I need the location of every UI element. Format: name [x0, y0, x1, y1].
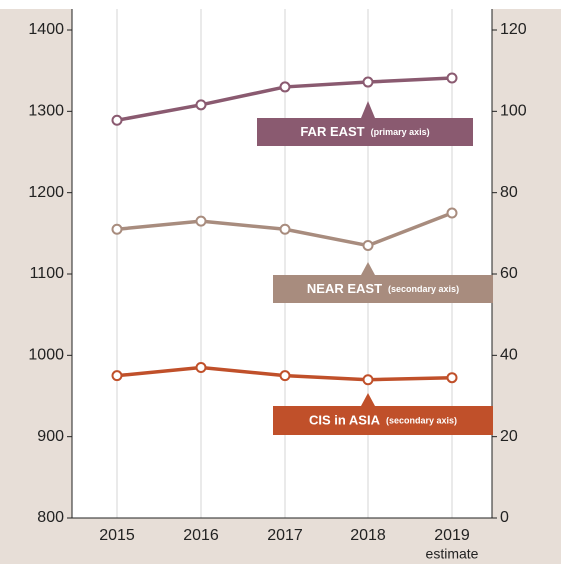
legend-note: (secondary axis) — [388, 284, 459, 294]
x-tick-label: 2018 — [350, 527, 386, 544]
y-tick-label: 1000 — [28, 347, 64, 364]
x-tick-label: 2017 — [267, 527, 303, 544]
marker — [279, 81, 291, 93]
marker — [362, 240, 374, 252]
y2-tick-label: 40 — [500, 347, 518, 364]
y-tick-label: 1300 — [28, 103, 64, 120]
marker — [111, 370, 123, 382]
marker — [279, 370, 291, 382]
y-tick-label: 900 — [37, 428, 64, 445]
marker — [362, 374, 374, 386]
marker — [111, 223, 123, 235]
marker — [195, 99, 207, 111]
x-tick-label: 2016 — [183, 527, 219, 544]
y2-tick-label: 100 — [500, 103, 527, 120]
legend-pointer — [361, 393, 375, 406]
marker — [446, 72, 458, 84]
legend-name: CIS in ASIA — [309, 413, 381, 428]
legend-pointer — [361, 262, 375, 275]
top-strip — [0, 0, 561, 9]
x-tick-label: 2015 — [99, 527, 135, 544]
y-tick-label: 1400 — [28, 21, 64, 38]
marker — [279, 223, 291, 235]
legend-box — [273, 275, 493, 303]
marker — [446, 372, 458, 384]
legend-name: FAR EAST — [300, 124, 364, 139]
x-tick-note: estimate — [426, 546, 479, 562]
legend-note: (secondary axis) — [386, 416, 457, 426]
y2-tick-label: 80 — [500, 184, 518, 201]
legend-box — [273, 406, 493, 435]
y-tick-label: 800 — [37, 509, 64, 526]
y2-tick-label: 0 — [500, 509, 509, 526]
y-tick-label: 1100 — [30, 265, 65, 282]
legend-pointer — [361, 101, 375, 118]
y2-tick-label: 120 — [500, 21, 527, 38]
x-tick-label: 2019 — [434, 527, 470, 544]
y2-tick-label: 60 — [500, 265, 518, 282]
legend-note: (primary axis) — [371, 127, 430, 137]
marker — [111, 114, 123, 126]
y-tick-label: 1200 — [28, 184, 64, 201]
legend-name: NEAR EAST — [307, 281, 382, 296]
marker — [362, 76, 374, 88]
marker — [446, 207, 458, 219]
marker — [195, 362, 207, 374]
y2-tick-label: 20 — [500, 428, 518, 445]
legend-label: FAR EAST (primary axis) — [300, 124, 429, 139]
marker — [195, 215, 207, 227]
legend-label: NEAR EAST (secondary axis) — [307, 281, 459, 296]
legend-box — [257, 118, 473, 146]
legend-label: CIS in ASIA (secondary axis) — [309, 413, 457, 428]
